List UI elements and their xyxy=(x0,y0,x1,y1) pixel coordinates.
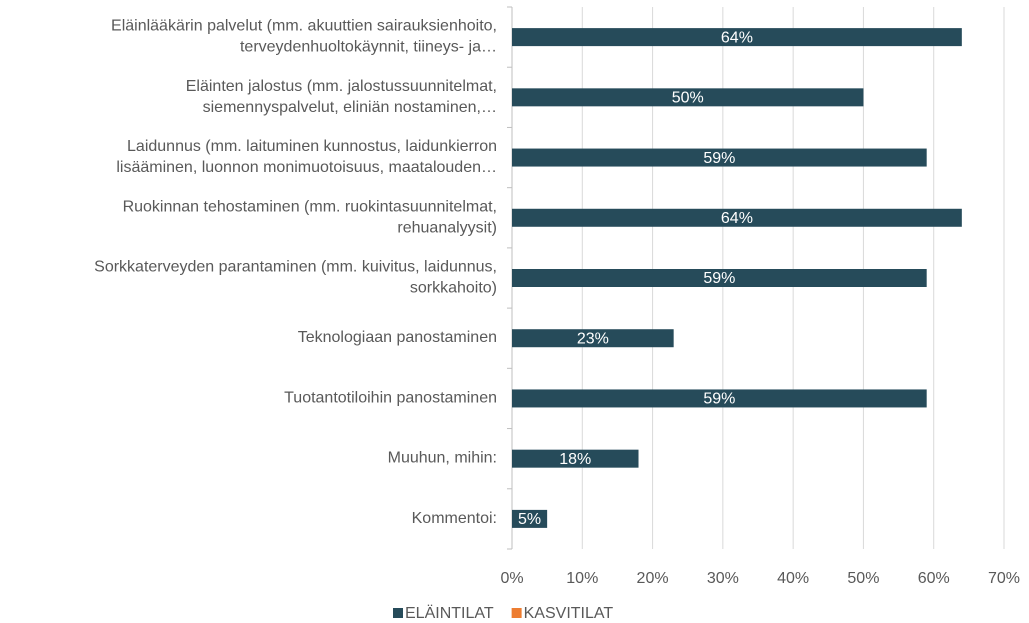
category-label-line: siemennyspalvelut, eliniän nostaminen,… xyxy=(203,99,497,116)
category-label-line: Tuotantotiloihin panostaminen xyxy=(284,390,497,407)
value-label: 64% xyxy=(721,29,753,46)
value-label: 50% xyxy=(672,90,704,107)
x-tick-label: 0% xyxy=(500,570,523,587)
category-label-line: terveydenhuoltokäynnit, tiineys- ja… xyxy=(240,39,497,56)
category-label-line: Ruokinnan tehostaminen (mm. ruokintasuun… xyxy=(123,198,497,215)
x-tick-label: 20% xyxy=(637,570,669,587)
bar xyxy=(512,269,927,287)
category-label-line: Laidunnus (mm. laituminen kunnostus, lai… xyxy=(127,138,497,155)
legend-swatch xyxy=(393,608,403,618)
category-label-line: Eläinten jalostus (mm. jalostussuunnitel… xyxy=(186,78,497,95)
value-label: 59% xyxy=(703,270,735,287)
category-label-line: Muuhun, mihin: xyxy=(388,450,497,467)
legend-label: ELÄINTILAT xyxy=(405,604,494,622)
bar xyxy=(512,389,927,408)
x-tick-label: 10% xyxy=(566,570,598,587)
category-label: Kommentoi: xyxy=(412,510,497,527)
x-tick-label: 50% xyxy=(847,570,879,587)
category-label-line: Teknologiaan panostaminen xyxy=(298,329,497,346)
value-label: 59% xyxy=(703,391,735,408)
value-label: 64% xyxy=(721,210,753,227)
bar xyxy=(512,88,864,107)
bar xyxy=(512,148,927,167)
category-label: Tuotantotiloihin panostaminen xyxy=(284,390,497,407)
x-tick-label: 30% xyxy=(707,570,739,587)
x-tick-label: 70% xyxy=(988,570,1020,587)
bar xyxy=(512,28,962,47)
value-label: 18% xyxy=(559,451,591,468)
bar xyxy=(512,329,674,348)
legend-swatch xyxy=(511,608,522,618)
bar xyxy=(512,449,639,468)
category-label-line: Sorkkaterveyden parantaminen (mm. kuivit… xyxy=(94,259,497,276)
category-label: Muuhun, mihin: xyxy=(388,450,497,467)
category-label: Eläinten jalostus (mm. jalostussuunnitel… xyxy=(186,78,497,116)
category-label-line: rehuanalyysit) xyxy=(397,219,497,236)
category-label: Eläinlääkärin palvelut (mm. akuuttien sa… xyxy=(111,18,497,56)
category-label: Laidunnus (mm. laituminen kunnostus, lai… xyxy=(116,138,497,176)
value-label: 59% xyxy=(703,150,735,167)
category-label-line: sorkkahoito) xyxy=(410,280,497,297)
category-label-line: Eläinlääkärin palvelut (mm. akuuttien sa… xyxy=(111,18,497,35)
legend-label: KASVITILAT xyxy=(524,605,614,622)
category-label-line: lisääminen, luonnon monimuotoisuus, maat… xyxy=(116,159,497,176)
bar xyxy=(512,509,548,528)
bar xyxy=(512,208,962,227)
x-tick-label: 60% xyxy=(918,570,950,587)
value-label: 5% xyxy=(518,511,541,528)
value-label: 23% xyxy=(577,330,609,347)
category-label-line: Kommentoi: xyxy=(412,510,497,527)
category-label: Sorkkaterveyden parantaminen (mm. kuivit… xyxy=(94,259,497,297)
x-tick-label: 40% xyxy=(777,570,809,587)
category-label: Teknologiaan panostaminen xyxy=(298,329,497,346)
category-label: Ruokinnan tehostaminen (mm. ruokintasuun… xyxy=(123,198,497,236)
